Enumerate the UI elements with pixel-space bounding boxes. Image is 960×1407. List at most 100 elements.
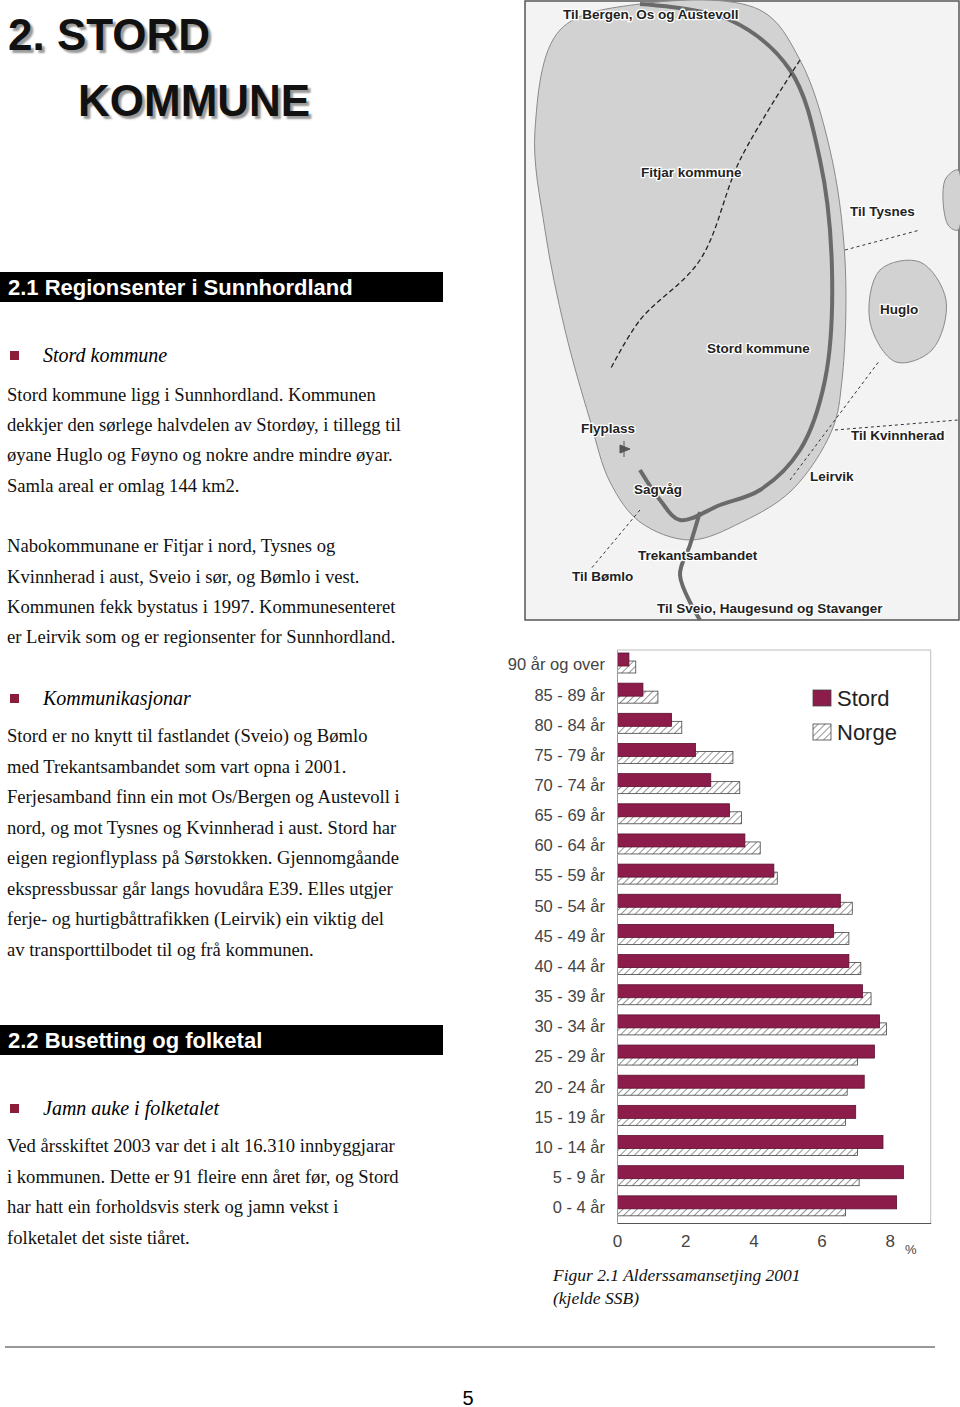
paragraph-line: Ferjesamband finn ein mot Os/Bergen og A…	[7, 786, 400, 807]
plot-top	[617, 650, 931, 651]
y-tick-label: 40 - 44 år	[534, 957, 605, 975]
main-road	[640, 4, 832, 520]
bars	[617, 653, 903, 1216]
bar	[617, 774, 711, 787]
y-tick-label: 70 - 74 år	[534, 776, 605, 794]
ferry-route	[590, 510, 640, 570]
airport-icon	[620, 441, 630, 457]
x-tick: 4	[749, 1223, 758, 1251]
y-tick-label: 5 - 9 år	[553, 1168, 606, 1186]
paragraph-line: Kvinnherad i aust, Sveio i sør, og Bømlo…	[7, 566, 360, 587]
y-tick-label: 45 - 49 år	[534, 927, 605, 945]
bar	[617, 955, 849, 968]
island	[943, 170, 960, 231]
bar	[617, 1196, 897, 1209]
legend-swatch	[813, 690, 831, 706]
x-axis-line	[618, 1223, 932, 1224]
y-tick-label: 20 - 24 år	[534, 1078, 605, 1096]
x-axis: 02468	[613, 1223, 931, 1251]
y-tick-label: 0 - 4 år	[553, 1198, 606, 1216]
legend-label: Stord	[837, 686, 890, 711]
y-tick: 70 - 74 år	[534, 776, 617, 794]
y-tick-label: 90 år og over	[508, 655, 606, 673]
bullet-heading: Jamn auke i folketalet	[43, 1097, 219, 1120]
y-axis-line	[617, 651, 618, 1224]
x-tick-label: 4	[749, 1232, 758, 1251]
municipal-border	[610, 60, 800, 370]
section-title: 2.1 Regionsenter i Sunnhordland	[8, 275, 353, 300]
paragraph-line: ekspressbussar går langs hovudåra E39. E…	[7, 878, 394, 899]
map-label: Sagvåg	[634, 482, 682, 497]
paragraph-line: med Trekantsambandet som vart opna i 200…	[7, 756, 346, 777]
island	[535, 0, 846, 540]
bar	[617, 894, 840, 907]
x-tick: 8	[886, 1223, 895, 1251]
y-tick-label: 25 - 29 år	[534, 1047, 605, 1065]
y-tick: 85 - 89 år	[534, 686, 617, 704]
y-tick: 20 - 24 år	[534, 1078, 617, 1096]
y-tick-label: 75 - 79 år	[534, 746, 605, 764]
y-tick-label: 65 - 69 år	[534, 806, 605, 824]
y-tick-label: 60 - 64 år	[534, 836, 605, 854]
paragraph-line: øyane Huglo og Føyno og nokre andre mind…	[7, 444, 393, 465]
bar	[617, 804, 730, 817]
canvas: 2.1 Regionsenter i Sunnhordland Stord kom…	[0, 0, 960, 1407]
x-tick-label: 6	[817, 1232, 826, 1251]
y-tick: 30 - 34 år	[534, 1017, 617, 1035]
y-tick: 50 - 54 år	[534, 897, 617, 915]
bullet-heading: Stord kommune	[43, 344, 167, 366]
bar	[617, 1105, 856, 1118]
bar	[617, 653, 629, 666]
bar	[617, 683, 643, 696]
x-tick: 0	[613, 1223, 622, 1251]
y-tick-label: 10 - 14 år	[534, 1138, 605, 1156]
plot-right	[930, 650, 931, 1223]
y-tick: 5 - 9 år	[553, 1168, 617, 1186]
bar	[617, 924, 834, 937]
y-tick: 25 - 29 år	[534, 1047, 617, 1065]
paragraph-line: Samla areal er omlag 144 km2.	[7, 475, 239, 496]
bar	[617, 1075, 864, 1088]
map-label: Stord kommune	[707, 341, 810, 356]
bullet-marker	[10, 1104, 19, 1113]
map-label: Fitjar kommune	[641, 165, 742, 180]
bullet-marker	[10, 351, 19, 360]
paragraph-line: Stord er no knytt til fastlandet (Sveio)…	[7, 725, 367, 747]
paragraph-line: ferje- og hurtigbåttrafikken (Leirvik) e…	[7, 908, 384, 930]
y-tick: 55 - 59 år	[534, 866, 617, 884]
island	[869, 260, 947, 363]
heading: 2. STORD KOMMUNE	[8, 2, 408, 134]
page: 2. STORD KOMMUNE2.1 Regionsenter i Sunnh…	[0, 0, 960, 1407]
y-tick: 45 - 49 år	[534, 927, 617, 945]
bar	[617, 985, 863, 998]
bar	[617, 1045, 874, 1058]
paragraph-line: Nabokommunane er Fitjar i nord, Tysnes o…	[7, 535, 335, 556]
map-label: Til Bergen, Os og Austevoll	[563, 7, 739, 22]
y-tick: 10 - 14 år	[534, 1138, 617, 1156]
map-label: Til Kvinnherad	[851, 428, 945, 443]
map: Til Bergen, Os og Austevoll Fitjar kommun…	[525, 0, 960, 620]
y-tick-label: 80 - 84 år	[534, 716, 605, 734]
ferry-route	[790, 360, 880, 480]
paragraph-line: nord, og mot Tysnes og Kvinnherad i aust…	[7, 817, 397, 838]
bar	[617, 1136, 883, 1149]
paragraph-line: dekkjer den sørlege halvdelen av Stordøy…	[7, 414, 401, 435]
bar	[617, 743, 695, 756]
map-label: Til Bømlo	[572, 569, 633, 584]
paragraph-line: folketalet det siste tiåret.	[7, 1227, 190, 1248]
y-tick-label: 85 - 89 år	[534, 686, 605, 704]
footer-rule	[5, 1347, 935, 1348]
paragraph-line: er Leirvik som og er regionsenter for Su…	[7, 626, 395, 647]
legend-swatch	[813, 724, 831, 740]
y-tick-label: 30 - 34 år	[534, 1017, 605, 1035]
section-bar	[0, 1025, 443, 1055]
paragraph-line: Ved årsskiftet 2003 var det i alt 16.310…	[7, 1135, 396, 1156]
y-tick: 75 - 79 år	[534, 746, 617, 764]
bar	[617, 1166, 903, 1179]
section-title: 2.2 Busetting og folketal	[8, 1028, 262, 1053]
paragraph-line: har hatt ein forholdsvis sterk og jamn v…	[7, 1196, 339, 1217]
map-label: Flyplass	[581, 421, 635, 436]
x-axis-label: %	[905, 1242, 917, 1257]
y-tick: 0 - 4 år	[553, 1198, 617, 1216]
ferry-route	[845, 230, 920, 250]
